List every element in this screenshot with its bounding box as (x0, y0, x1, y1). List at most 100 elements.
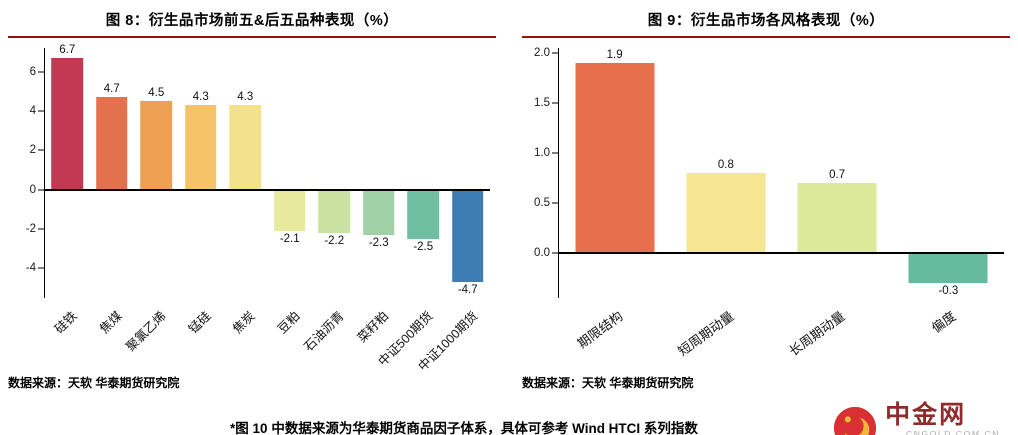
bar-slot: 1.9 期限结构 (559, 48, 670, 351)
y-axis-tick-mark (38, 267, 44, 269)
figure9-source: 数据来源：天软 华泰期货研究院 (522, 376, 694, 390)
category-label: 豆粕 (274, 308, 303, 337)
value-label: 6.7 (59, 43, 76, 56)
figure9-title: 图 9：衍生品市场各风格表现（%） (647, 13, 885, 29)
bars-group: 6.7 硅铁 4.7 焦煤 4.5 聚氯乙烯 4.3 锰硅 4.3 焦炭 -2.1 豆粕 -2.2 石油沥… (45, 44, 491, 374)
value-label: -2.2 (324, 235, 345, 248)
value-label: 4.3 (237, 91, 254, 104)
y-axis-tick-mark (38, 149, 44, 151)
bar-slot: 0.8 短周期动量 (670, 48, 781, 359)
bar-豆粕 (273, 189, 306, 232)
category-label: 短周期动量 (675, 308, 737, 359)
bar-slot: 4.3 焦炭 (223, 48, 268, 336)
y-axis-tick-label: 0.0 (534, 247, 550, 259)
y-axis-tick-label: 1.5 (534, 97, 550, 109)
y-axis-tick-mark (38, 71, 44, 73)
value-label: -2.1 (279, 233, 300, 246)
y-axis-tick-mark (38, 110, 44, 112)
bar-slot: 6.7 硅铁 (45, 44, 90, 336)
y-axis-tick-label: 4 (29, 104, 36, 117)
y-axis-tick-label: -4 (25, 262, 36, 275)
bar-石油沥青 (318, 189, 351, 234)
value-label: -4.7 (457, 284, 478, 297)
bar-焦炭 (229, 105, 262, 190)
cngold-logo-name: 中金网 (885, 400, 967, 429)
bar-中证500期货 (407, 189, 440, 239)
figure9-panel: 图 9：衍生品市场各风格表现（%） 2.0 1.5 1.0 0.5 0.0 1.9 期限结构… (522, 6, 1010, 391)
category-label: 焦炭 (230, 308, 258, 337)
value-label: 4.7 (103, 83, 120, 96)
value-label: 1.9 (606, 49, 623, 61)
category-label: 菜籽粕 (355, 308, 392, 346)
bar-slot: 4.5 聚氯乙烯 (124, 48, 179, 354)
bar-硅铁 (51, 57, 84, 190)
y-axis-tick-label: 1.0 (534, 147, 550, 159)
bar-slot: -2.3 菜籽粕 (355, 48, 402, 345)
figure8-panel: 图 8：衍生品市场前五&后五品种表现（%） 6 4 2 0 -2 -4 6.7 硅铁 4.7 焦煤… (8, 6, 496, 391)
cngold-logo-text: 中金网 CNGOLD.COM.CN 中 文 财 经 新 媒 体 (885, 400, 1000, 435)
category-label: 长周期动量 (786, 308, 848, 359)
value-label: -2.3 (368, 237, 389, 249)
y-axis-tick-label: 2 (29, 144, 36, 157)
y-axis-tick-label: -2 (25, 223, 36, 236)
footnote: *图 10 中数据来源为华泰期货商品因子体系，具体可参考 Wind HTCI 系… (230, 421, 698, 435)
figure8-title: 图 8：衍生品市场前五&后五品种表现（%） (105, 13, 399, 29)
y-axis-tick-mark (552, 152, 558, 154)
cngold-logo: 中金网 CNGOLD.COM.CN 中 文 财 经 新 媒 体 (828, 399, 1004, 435)
category-label: 期限结构 (574, 308, 626, 352)
y-axis-tick-label: 0.5 (534, 197, 550, 209)
y-axis-tick-mark (552, 202, 558, 204)
bar-slot: 4.7 焦煤 (90, 48, 135, 336)
bar-slot: -0.3 偏度 (893, 48, 1004, 336)
y-axis-tick-mark (552, 252, 558, 254)
y-axis-tick-mark (38, 228, 44, 230)
y-axis-tick-mark (552, 102, 558, 104)
bar-slot: 4.3 锰硅 (179, 48, 224, 336)
bar-偏度 (908, 253, 988, 283)
bar-slot: -2.1 豆粕 (268, 48, 313, 336)
bar-中证1000期货 (451, 189, 484, 283)
bar-长周期动量 (797, 183, 877, 253)
zero-baseline (559, 252, 1004, 254)
bar-slot: -4.7 中证1000期货 (416, 48, 491, 374)
category-label: 偏度 (929, 308, 959, 336)
figure8-bar-chart: 6 4 2 0 -2 -4 6.7 硅铁 4.7 焦煤 4.5 聚氯乙烯 4.3 锰硅 4.3 焦炭 -2.1 豆… (26, 44, 491, 374)
bar-slot: -2.5 中证500期货 (376, 48, 446, 369)
figure8-chart-wrap: 6 4 2 0 -2 -4 6.7 硅铁 4.7 焦煤 4.5 聚氯乙烯 4.3 锰硅 4.3 焦炭 -2.1 豆… (8, 44, 496, 374)
footer-row: *图 10 中数据来源为华泰期货商品因子体系，具体可参考 Wind HTCI 系… (8, 399, 1010, 435)
charts-row: 图 8：衍生品市场前五&后五品种表现（%） 6 4 2 0 -2 -4 6.7 硅铁 4.7 焦煤… (8, 6, 1010, 391)
value-label: -2.5 (413, 240, 434, 253)
y-axis-tick-mark (38, 189, 44, 191)
category-label: 聚氯乙烯 (123, 308, 169, 355)
figure8-title-rule (8, 36, 496, 38)
cngold-coin-icon (834, 407, 877, 435)
value-label: -0.3 (938, 285, 959, 297)
bar-锰硅 (184, 105, 217, 190)
category-label: 锰硅 (185, 308, 214, 337)
figure9-chart-wrap: 2.0 1.5 1.0 0.5 0.0 1.9 期限结构 0.8 短周期动量 0.7 长周期动量 -0… (522, 47, 1010, 359)
zero-baseline (45, 188, 490, 191)
bar-slot: 0.7 长周期动量 (782, 48, 893, 359)
bar-slot: -2.2 石油沥青 (302, 48, 357, 354)
figure9-title-rule (522, 36, 1010, 38)
y-axis-tick-label: 2.0 (534, 46, 550, 59)
bar-焦煤 (95, 97, 128, 190)
bar-菜籽粕 (362, 189, 395, 235)
y-axis-tick-label: 6 (29, 65, 36, 78)
cngold-logo-domain: CNGOLD.COM.CN (906, 429, 1000, 435)
value-label: 4.3 (192, 91, 209, 104)
value-label: 0.7 (829, 169, 846, 181)
value-label: 0.8 (717, 159, 734, 171)
bars-group: 1.9 期限结构 0.8 短周期动量 0.7 长周期动量 -0.3 偏度 (559, 48, 1004, 359)
category-label: 硅铁 (52, 308, 80, 337)
bar-短周期动量 (686, 173, 766, 253)
value-label: 4.5 (148, 87, 165, 100)
figure8-source: 数据来源：天软 华泰期货研究院 (8, 376, 180, 390)
figure9-bar-chart: 2.0 1.5 1.0 0.5 0.0 1.9 期限结构 0.8 短周期动量 0.7 长周期动量 -0… (534, 47, 1004, 359)
bar-聚氯乙烯 (140, 101, 173, 190)
y-axis-tick-mark (552, 52, 558, 54)
category-label: 焦煤 (96, 308, 125, 337)
y-axis-tick-label: 0 (29, 183, 36, 196)
category-label: 石油沥青 (301, 308, 347, 355)
